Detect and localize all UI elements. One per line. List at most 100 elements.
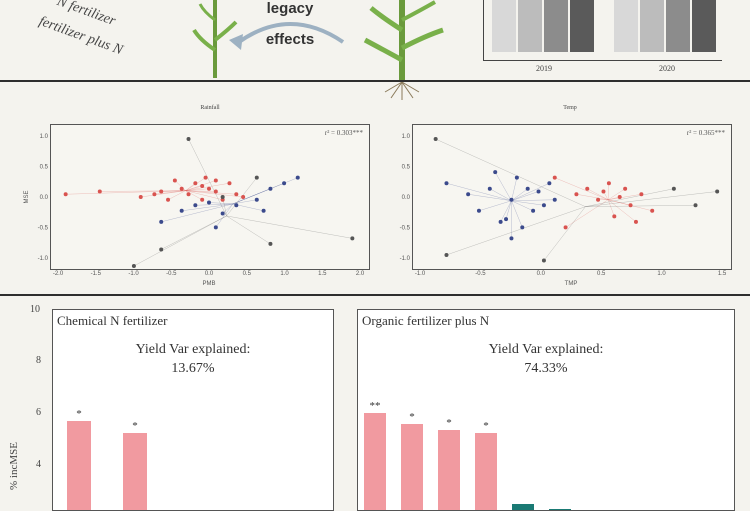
scatter-point	[241, 195, 246, 199]
scatter-point	[514, 175, 519, 180]
scatter-point	[159, 247, 164, 252]
scatter-title-rainfall: Rainfall	[200, 105, 220, 111]
scatter-x-tick: -0.5	[166, 271, 177, 277]
scatter-point	[193, 203, 198, 208]
top-strip: N fertilizer fertilizer plus N legacy ef…	[0, 0, 750, 100]
scatter-spoke-line	[181, 203, 233, 212]
scatter-point	[220, 197, 225, 202]
scatter-point	[601, 189, 606, 194]
scatter-point	[254, 175, 259, 180]
scatter-spoke-line	[161, 203, 233, 223]
scatter-plot-rainfall: 1.0 0.5 0.0 -0.5 -1.0 -2.0 -1.5 -1.0 -0.5 0.0 0.5 1…	[24, 134, 365, 287]
scatter-point	[234, 192, 239, 197]
scatter-point	[606, 181, 611, 186]
scatter-spoke-line	[607, 199, 637, 223]
scatter-spoke-line	[167, 190, 186, 200]
scatter-y-tick: -1.0	[400, 256, 411, 262]
bar-2019-b	[518, 0, 542, 52]
significance-star: **	[369, 399, 381, 412]
year-2019-label: 2019	[536, 64, 552, 73]
significance-star: *	[76, 408, 82, 421]
scatter-spoke-line	[185, 188, 210, 191]
scatter-point	[179, 186, 184, 191]
scatter-point	[612, 214, 617, 219]
bar-y-axis-label: % incMSE	[8, 442, 20, 490]
scatter-panel-temp: r² = 0.365***	[412, 124, 732, 270]
scatter-spoke-line	[585, 191, 718, 207]
scatter-spoke-line	[133, 215, 227, 267]
scatter-panel-rainfall: r² = 0.303***	[50, 124, 370, 270]
bar-organic-4	[512, 504, 534, 510]
scatter-point	[639, 192, 644, 197]
scatter-spoke-line	[446, 206, 586, 256]
scatter-x-tick: 1.0	[657, 271, 666, 277]
bar-y-tick-10: 10	[30, 304, 40, 315]
scatter-plot-temp: 1.0 0.5 0.0 -0.5 -1.0 -1.0 -0.5 0.0 0.5 1.0 1.5 TMP	[400, 134, 727, 287]
significance-star: *	[483, 419, 489, 432]
scatter-point	[203, 175, 208, 180]
scatter-point	[715, 189, 720, 194]
bar-2020-d	[692, 0, 716, 52]
scatter-spoke-line	[65, 190, 186, 195]
legacy-line2: effects	[265, 31, 315, 48]
bar-2020-a	[614, 0, 638, 52]
scatter-point	[466, 192, 471, 197]
scatter-spoke-line	[607, 199, 615, 217]
scatter-point	[268, 241, 273, 246]
scatter-spoke-line	[511, 188, 528, 201]
scatter-point	[671, 186, 676, 191]
scatter-x-tick: 0.5	[597, 271, 606, 277]
mature-corn-plant-icon	[363, 0, 444, 100]
bar-y-tick-8: 8	[36, 355, 41, 366]
scatter-spoke-line	[554, 177, 609, 200]
bar-2020-b	[640, 0, 664, 52]
divider-top	[0, 80, 750, 82]
scatter-point	[159, 189, 164, 194]
scatter-point	[207, 186, 211, 191]
significance-star: *	[446, 417, 452, 429]
scatter-point	[547, 181, 552, 186]
scatter-y-tick: -0.5	[400, 226, 411, 232]
scatter-point	[152, 192, 157, 197]
scatter-spoke-line	[185, 183, 196, 191]
scatter-spoke-line	[154, 190, 186, 195]
scatter-y-tick: 0.0	[40, 195, 49, 201]
significance-star: *	[132, 419, 138, 432]
scatter-spoke-line	[161, 215, 227, 250]
scatter-point	[520, 225, 525, 230]
scatter-point	[207, 200, 211, 205]
bar-panel-chemical-title: Chemical N fertilizer	[57, 313, 168, 328]
scatter-point	[213, 178, 218, 183]
scatter-spoke-line	[468, 193, 512, 201]
scatter-point	[295, 175, 300, 180]
scatter-spoke-line	[565, 199, 609, 228]
scatter-spoke-line	[185, 190, 223, 201]
scatter-spoke-line	[185, 190, 244, 198]
scatter-x-tick: -1.0	[128, 271, 139, 277]
scatter-point	[650, 208, 655, 213]
bar-y-tick-4: 4	[36, 459, 41, 470]
scatter-y-axis-label: MSE	[24, 190, 30, 203]
scatter-point	[172, 178, 177, 183]
scatter-spoke-line	[511, 200, 534, 212]
bar-panel-organic-title: Organic fertilizer plus N	[362, 313, 490, 328]
scatter-point	[574, 192, 579, 197]
bar-2019-a	[492, 0, 516, 52]
scatter-point	[476, 208, 481, 213]
scatter-x-tick: -1.0	[415, 271, 426, 277]
scatter-spoke-line	[587, 188, 609, 200]
scatter-point	[504, 217, 509, 222]
scatter-spoke-line	[446, 182, 512, 201]
scatter-point	[487, 186, 492, 191]
bar-organic-2	[438, 430, 460, 510]
scatter-point	[186, 137, 191, 142]
scatter-point	[433, 137, 438, 142]
scatter-point	[268, 186, 273, 191]
scatter-x-tick: 1.5	[718, 271, 727, 277]
bar-panel-chemical-var-label: Yield Var explained:	[135, 342, 251, 357]
bar-organic-3	[475, 432, 497, 510]
scatter-point	[234, 203, 239, 208]
scatter-x-axis-label: PMB	[202, 281, 215, 287]
scatter-spoke-line	[511, 177, 518, 201]
scatter-point	[213, 189, 218, 194]
